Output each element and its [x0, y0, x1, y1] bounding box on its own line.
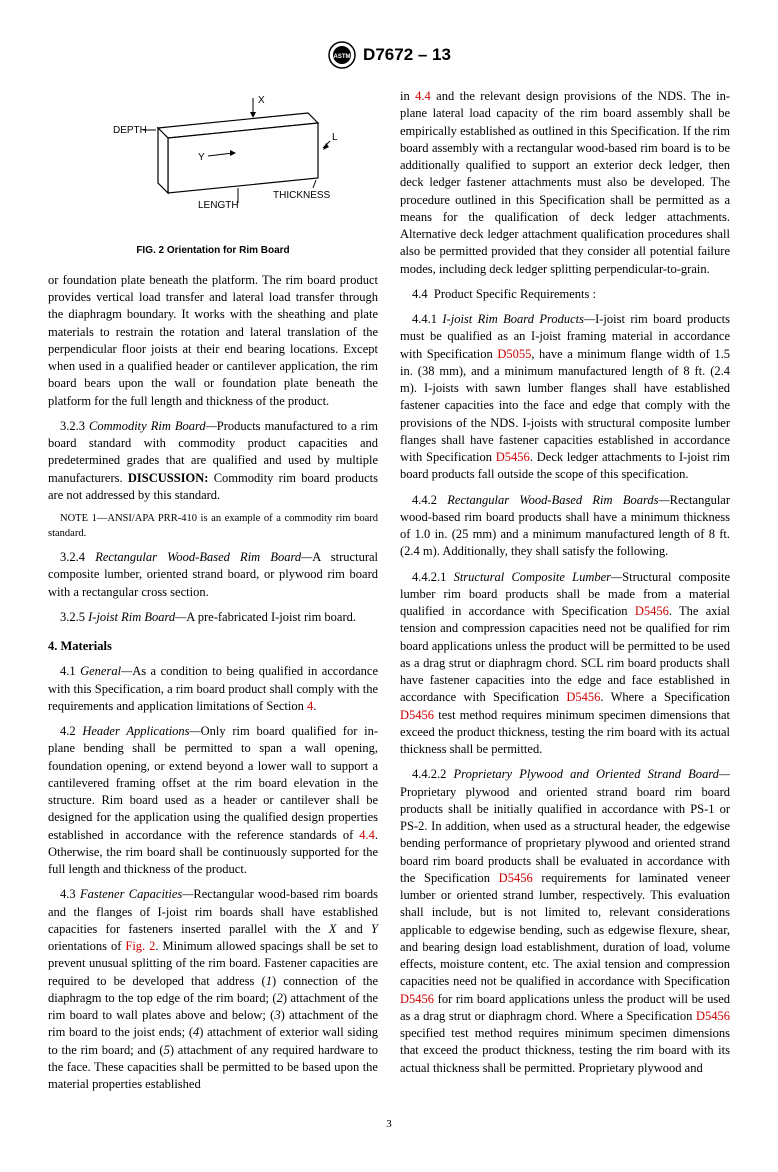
para-3-2-3: 3.2.3 Commodity Rim Board—Products manuf… — [48, 418, 378, 504]
para-4-3: 4.3 Fastener Capacities—Rectangular wood… — [48, 886, 378, 1093]
ref-4-4-a[interactable]: 4.4 — [359, 828, 375, 842]
para-4-1: 4.1 General—As a condition to being qual… — [48, 663, 378, 715]
para-4-4: 4.4 Product Specific Requirements : — [400, 286, 730, 303]
fig-label-x: X — [258, 95, 265, 106]
para-4-2: 4.2 Header Applications—Only rim board q… — [48, 723, 378, 878]
ref-d5456-e[interactable]: D5456 — [499, 871, 533, 885]
page-number: 3 — [48, 1117, 730, 1132]
figure-2-caption: FIG. 2 Orientation for Rim Board — [48, 244, 378, 258]
ref-d5456-c[interactable]: D5456 — [566, 690, 600, 704]
page-header: ASTM D7672 – 13 — [48, 40, 730, 70]
para-4-4-2: 4.4.2 Rectangular Wood-Based Rim Boards—… — [400, 492, 730, 561]
para-4-4-1: 4.4.1 I-joist Rim Board Products—I-joist… — [400, 311, 730, 484]
ref-fig-2[interactable]: Fig. 2 — [125, 939, 155, 953]
fig-label-y: Y — [198, 152, 205, 163]
designation: D7672 – 13 — [363, 43, 451, 66]
para-4-3-continued: in 4.4 and the relevant design provision… — [400, 88, 730, 278]
section-4-heading: 4. Materials — [48, 638, 378, 655]
fig-label-depth: DEPTH — [113, 125, 147, 136]
ref-d5456-g[interactable]: D5456 — [696, 1009, 730, 1023]
body-columns: X DEPTH Y LENGTH L THICKNESS FIG. 2 Orie… — [48, 88, 730, 1093]
fig-label-thickness: THICKNESS — [273, 190, 331, 201]
ref-d5055[interactable]: D5055 — [497, 347, 531, 361]
para-3-2-5: 3.2.5 I-joist Rim Board—A pre-fabricated… — [48, 609, 378, 626]
ref-d5456-a[interactable]: D5456 — [496, 450, 530, 464]
astm-logo-icon: ASTM — [327, 40, 357, 70]
para-4-4-2-2: 4.4.2.2 Proprietary Plywood and Oriented… — [400, 766, 730, 1077]
para-3-2-4: 3.2.4 Rectangular Wood-Based Rim Board—A… — [48, 549, 378, 601]
fig-label-length: LENGTH — [198, 200, 239, 211]
ref-4-4-b[interactable]: 4.4 — [415, 89, 431, 103]
para-4-4-2-1: 4.4.2.1 Structural Composite Lumber—Stru… — [400, 569, 730, 759]
ref-d5456-d[interactable]: D5456 — [400, 708, 434, 722]
fig-label-l: L — [332, 132, 338, 143]
svg-text:ASTM: ASTM — [334, 54, 351, 60]
figure-2: X DEPTH Y LENGTH L THICKNESS FIG. 2 Orie… — [48, 88, 378, 258]
para-3-2-continued: or foundation plate beneath the platform… — [48, 272, 378, 410]
ref-d5456-f[interactable]: D5456 — [400, 992, 434, 1006]
ref-d5456-b[interactable]: D5456 — [635, 604, 669, 618]
note-1: NOTE 1—ANSI/APA PRR-410 is an example of… — [48, 512, 378, 541]
